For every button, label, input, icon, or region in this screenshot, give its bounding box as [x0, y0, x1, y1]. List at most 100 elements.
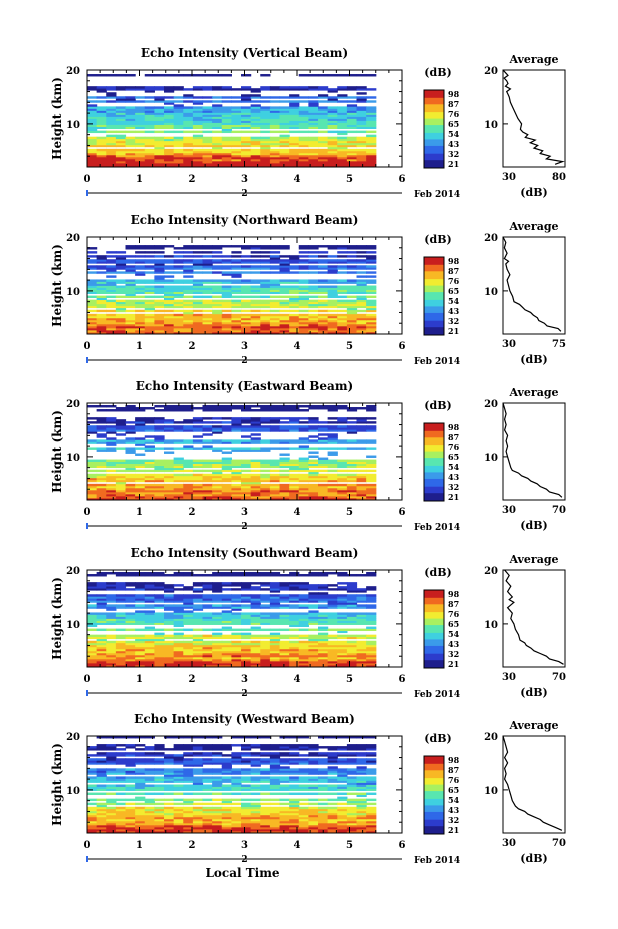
- heatmap-cell: [115, 271, 127, 274]
- heatmap-cell: [125, 305, 136, 309]
- heatmap-cell: [96, 662, 107, 666]
- heatmap-cell: [221, 313, 232, 317]
- heatmap-cell: [183, 160, 194, 164]
- heatmap-cell: [115, 142, 127, 146]
- heatmap-cell: [318, 463, 329, 467]
- heatmap-cell: [279, 269, 290, 272]
- heatmap-cell: [154, 584, 165, 587]
- x-tick-label: 1: [136, 174, 143, 185]
- heatmap-cell: [318, 325, 329, 329]
- heatmap-cell: [192, 806, 204, 810]
- heatmap-cell: [250, 477, 261, 481]
- heatmap-cell: [289, 497, 300, 501]
- heatmap-cell: [298, 614, 309, 617]
- heatmap-cell: [96, 620, 107, 623]
- heatmap-cell: [106, 108, 117, 111]
- heatmap-cell: [221, 100, 232, 103]
- heatmap-cell: [87, 329, 98, 333]
- heatmap-cell: [279, 616, 290, 619]
- heatmap-cell: [202, 106, 213, 109]
- heatmap-cell: [231, 164, 242, 168]
- heatmap-cell: [164, 574, 175, 577]
- heatmap-cell: [221, 295, 232, 299]
- heatmap-cell: [173, 628, 184, 632]
- heatmap-cell: [96, 816, 107, 820]
- heatmap-cell: [212, 598, 223, 601]
- heatmap-cell: [115, 439, 127, 442]
- heatmap-cell: [241, 319, 252, 323]
- heatmap-cell: [144, 638, 155, 642]
- heatmap-cell: [231, 493, 242, 497]
- colorbar-swatch: [424, 592, 444, 595]
- heatmap-cell: [154, 495, 165, 499]
- heatmap-cell: [279, 429, 290, 432]
- heatmap-cell: [96, 812, 107, 816]
- heatmap-cell: [202, 409, 213, 412]
- heatmap-cell: [327, 810, 338, 814]
- heatmap-cell: [144, 664, 155, 668]
- heatmap-cell: [135, 323, 146, 327]
- heatmap-cell: [346, 265, 358, 268]
- heatmap-cell: [366, 830, 377, 834]
- heatmap-cell: [202, 465, 213, 469]
- heatmap-cell: [356, 590, 367, 593]
- heatmap-cell: [298, 279, 309, 282]
- heatmap-cell: [115, 654, 127, 658]
- heatmap-cell: [250, 489, 261, 493]
- heatmap: [87, 74, 377, 168]
- heatmap-cell: [250, 116, 261, 119]
- heatmap-cell: [183, 814, 194, 818]
- heatmap-cell: [241, 483, 252, 487]
- heatmap-cell: [87, 299, 98, 303]
- heatmap-cell: [250, 640, 261, 644]
- colorbar-swatch: [424, 443, 444, 446]
- heatmap-cell: [260, 247, 271, 250]
- heatmap-cell: [173, 606, 184, 609]
- heatmap-cell: [250, 475, 261, 479]
- heatmap-cell: [318, 660, 329, 664]
- heatmap-cell: [356, 439, 367, 442]
- heatmap-cell: [173, 640, 184, 644]
- heatmap-cell: [356, 279, 367, 282]
- heatmap-cell: [327, 140, 338, 144]
- heatmap-cell: [241, 447, 252, 450]
- heatmap-cell: [164, 319, 175, 323]
- heatmap-cell: [289, 489, 300, 493]
- heatmap-cell: [241, 267, 252, 270]
- heatmap-cell: [327, 806, 338, 810]
- heatmap-cell: [115, 830, 127, 834]
- heatmap-cell: [250, 586, 261, 589]
- heatmap-cell: [289, 600, 300, 603]
- heatmap-cell: [260, 417, 271, 420]
- heatmap-cell: [327, 154, 338, 158]
- heatmap-cell: [192, 106, 204, 109]
- heatmap-cell: [260, 261, 271, 264]
- heatmap-cell: [356, 820, 367, 824]
- heatmap-cell: [269, 662, 281, 666]
- heatmap-cell: [144, 600, 155, 603]
- heatmap-cell: [289, 164, 300, 168]
- heatmap-cell: [269, 459, 281, 462]
- heatmap-cell: [144, 646, 155, 650]
- heatmap-cell: [183, 606, 194, 609]
- heatmap-cell: [183, 572, 194, 575]
- heatmap-cell: [308, 485, 319, 489]
- heatmap-cell: [346, 271, 358, 274]
- heatmap-cell: [202, 828, 213, 832]
- heatmap-cell: [318, 142, 329, 146]
- heatmap-cell: [289, 808, 300, 812]
- heatmap-cell: [135, 606, 146, 609]
- heatmap-cell: [125, 158, 136, 162]
- heatmap-cell: [125, 588, 136, 591]
- heatmap-cell: [231, 475, 242, 479]
- heatmap-cell: [279, 477, 290, 481]
- heatmap-cell: [318, 281, 329, 284]
- heatmap-cell: [366, 812, 377, 816]
- heatmap-cell: [144, 822, 155, 826]
- heatmap-cell: [192, 441, 204, 444]
- heatmap-cell: [144, 152, 155, 156]
- heatmap-cell: [366, 822, 377, 826]
- heatmap-cell: [202, 473, 213, 477]
- heatmap-cell: [289, 160, 300, 164]
- heatmap-cell: [241, 495, 252, 499]
